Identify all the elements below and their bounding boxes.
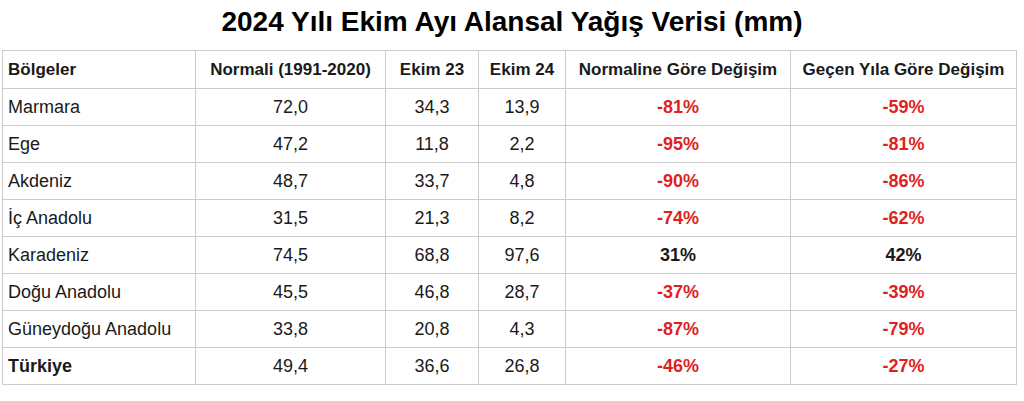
cell-region: Ege <box>3 126 196 163</box>
cell-october-24-value: 26,8 <box>479 348 566 385</box>
cell-normal-value: 47,2 <box>196 126 386 163</box>
cell-october-24-value: 97,6 <box>479 237 566 274</box>
cell-normal-value: 48,7 <box>196 163 386 200</box>
cell-october-24-value: 28,7 <box>479 274 566 311</box>
cell-change-vs-normal: -87% <box>566 311 791 348</box>
cell-october-24-value: 4,3 <box>479 311 566 348</box>
cell-change-vs-normal: -90% <box>566 163 791 200</box>
cell-normal-value: 31,5 <box>196 200 386 237</box>
rainfall-table: Bölgeler Normali (1991-2020) Ekim 23 Eki… <box>2 50 1017 385</box>
cell-october-23-value: 68,8 <box>386 237 479 274</box>
cell-region: Türkiye <box>3 348 196 385</box>
cell-normal-value: 45,5 <box>196 274 386 311</box>
cell-change-vs-normal: -95% <box>566 126 791 163</box>
cell-normal-value: 33,8 <box>196 311 386 348</box>
column-header-change-vs-normal: Normaline Göre Değişim <box>566 51 791 89</box>
cell-october-23-value: 20,8 <box>386 311 479 348</box>
cell-region: Marmara <box>3 89 196 126</box>
cell-change-vs-normal: 31% <box>566 237 791 274</box>
table-row: Güneydoğu Anadolu 33,8 20,8 4,3 -87% -79… <box>3 311 1017 348</box>
cell-normal-value: 74,5 <box>196 237 386 274</box>
cell-october-23-value: 11,8 <box>386 126 479 163</box>
cell-october-23-value: 46,8 <box>386 274 479 311</box>
cell-change-vs-last-year: -62% <box>791 200 1017 237</box>
column-header-change-vs-last-year: Geçen Yıla Göre Değişim <box>791 51 1017 89</box>
cell-change-vs-last-year: -79% <box>791 311 1017 348</box>
cell-october-23-value: 21,3 <box>386 200 479 237</box>
cell-region: Akdeniz <box>3 163 196 200</box>
column-header-normal-1991-2020: Normali (1991-2020) <box>196 51 386 89</box>
page-title: 2024 Yılı Ekim Ayı Alansal Yağış Verisi … <box>0 0 1024 50</box>
cell-change-vs-last-year: -86% <box>791 163 1017 200</box>
cell-change-vs-normal: -81% <box>566 89 791 126</box>
table-row: Doğu Anadolu 45,5 46,8 28,7 -37% -39% <box>3 274 1017 311</box>
cell-change-vs-last-year: 42% <box>791 237 1017 274</box>
cell-normal-value: 49,4 <box>196 348 386 385</box>
cell-normal-value: 72,0 <box>196 89 386 126</box>
cell-region: Karadeniz <box>3 237 196 274</box>
cell-october-24-value: 13,9 <box>479 89 566 126</box>
cell-october-24-value: 8,2 <box>479 200 566 237</box>
cell-change-vs-last-year: -39% <box>791 274 1017 311</box>
cell-region: İç Anadolu <box>3 200 196 237</box>
cell-october-23-value: 36,6 <box>386 348 479 385</box>
cell-region: Doğu Anadolu <box>3 274 196 311</box>
cell-change-vs-last-year: -27% <box>791 348 1017 385</box>
cell-change-vs-last-year: -59% <box>791 89 1017 126</box>
table-row: Ege 47,2 11,8 2,2 -95% -81% <box>3 126 1017 163</box>
cell-change-vs-last-year: -81% <box>791 126 1017 163</box>
table-row: İç Anadolu 31,5 21,3 8,2 -74% -62% <box>3 200 1017 237</box>
table-body: Marmara 72,0 34,3 13,9 -81% -59% Ege 47,… <box>3 89 1017 385</box>
header-row: Bölgeler Normali (1991-2020) Ekim 23 Eki… <box>3 51 1017 89</box>
column-header-regions: Bölgeler <box>3 51 196 89</box>
cell-change-vs-normal: -74% <box>566 200 791 237</box>
cell-region: Güneydoğu Anadolu <box>3 311 196 348</box>
table-row: Marmara 72,0 34,3 13,9 -81% -59% <box>3 89 1017 126</box>
cell-october-23-value: 34,3 <box>386 89 479 126</box>
cell-change-vs-normal: -46% <box>566 348 791 385</box>
cell-october-23-value: 33,7 <box>386 163 479 200</box>
cell-change-vs-normal: -37% <box>566 274 791 311</box>
table-header: Bölgeler Normali (1991-2020) Ekim 23 Eki… <box>3 51 1017 89</box>
column-header-october-23: Ekim 23 <box>386 51 479 89</box>
column-header-october-24: Ekim 24 <box>479 51 566 89</box>
cell-october-24-value: 4,8 <box>479 163 566 200</box>
cell-october-24-value: 2,2 <box>479 126 566 163</box>
table-row: Türkiye 49,4 36,6 26,8 -46% -27% <box>3 348 1017 385</box>
table-row: Akdeniz 48,7 33,7 4,8 -90% -86% <box>3 163 1017 200</box>
table-row: Karadeniz 74,5 68,8 97,6 31% 42% <box>3 237 1017 274</box>
